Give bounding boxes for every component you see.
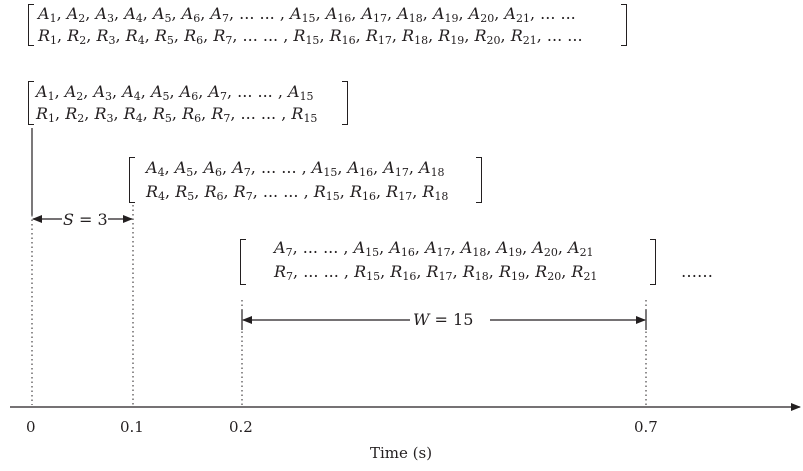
window-3-bracket-right	[650, 239, 656, 285]
full-sequence-bracket-right	[621, 4, 627, 46]
step-label-var: S	[63, 210, 74, 229]
width-label-var: W	[413, 310, 430, 329]
width-label: W = 15	[413, 310, 474, 329]
window-3-row-r: R7, ... ... , R15, R16, R17, R18, R19, R…	[274, 262, 598, 283]
window-1-bracket-left	[28, 81, 34, 125]
tick-0.1: 0.1	[120, 418, 144, 436]
tick-0.2: 0.2	[229, 418, 253, 436]
full-sequence-row-r: R1, R2, R3, R4, R5, R6, R7, ... ... , R1…	[38, 26, 583, 47]
window-2-row-r: R4, R5, R6, R7, ... ... , R15, R16, R17,…	[146, 182, 449, 203]
window-3-row-a: A7, ... ... , A15, A16, A17, A18, A19, A…	[274, 238, 594, 259]
window-2-row-a: A4, A5, A6, A7, ... ... , A15, A16, A17,…	[146, 158, 445, 179]
window-2-bracket-left	[129, 157, 135, 203]
width-label-value: = 15	[429, 310, 474, 329]
full-sequence-row-a: A1, A2, A3, A4, A5, A6, A7, ... ... , A1…	[38, 4, 576, 25]
window-1-row-a: A1, A2, A3, A4, A5, A6, A7, ... ... , A1…	[36, 82, 314, 103]
step-label: S = 3	[63, 210, 108, 229]
window-1-row-r: R1, R2, R3, R4, R5, R6, R7, ... ... , R1…	[36, 104, 318, 125]
step-label-value: = 3	[73, 210, 108, 229]
axis-label: Time (s)	[370, 444, 433, 462]
full-sequence-bracket-left	[28, 4, 34, 46]
window-3-bracket-left	[240, 239, 246, 285]
continuation-dots: ……	[681, 262, 713, 281]
window-1-bracket-right	[342, 81, 348, 125]
tick-0.7: 0.7	[634, 418, 658, 436]
tick-0: 0	[26, 418, 36, 436]
window-2-bracket-right	[476, 157, 482, 203]
